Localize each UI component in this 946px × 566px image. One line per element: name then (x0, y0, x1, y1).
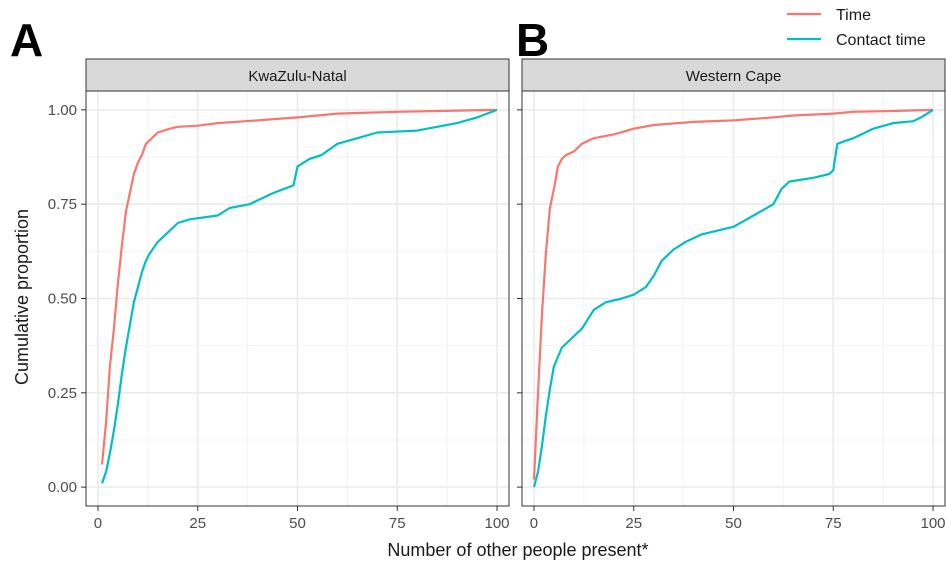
panel-letter-a: A (10, 14, 43, 66)
y-axis-title: Cumulative proportion (12, 209, 32, 385)
x-axis-title: Number of other people present* (387, 540, 648, 560)
legend-label-time: Time (836, 7, 871, 24)
x-tick-label: 100 (485, 515, 510, 532)
ticks-panel-b: 0 25 50 75 100 (517, 109, 946, 532)
series-line-contact-time (100, 108, 498, 484)
x-tick-label: 75 (825, 515, 842, 532)
strip-background (521, 58, 946, 92)
x-tick-label: 0 (94, 515, 102, 532)
legend: Time Contact time (787, 7, 926, 49)
strip-label: Western Cape (686, 68, 782, 85)
x-tick-label: 50 (289, 515, 306, 532)
grid-panel-a (86, 91, 509, 506)
panel-western-cape: Western Cape 0 25 50 75 100 (517, 58, 946, 532)
y-tick-label: 0.50 (48, 291, 77, 308)
ticks-panel-a: 0 25 50 75 100 0.00 0.25 0.50 0.75 1.00 (48, 102, 510, 532)
strip-label: KwaZulu-Natal (248, 68, 346, 85)
legend-label-contact-time: Contact time (836, 32, 926, 49)
grid-panel-b (522, 91, 945, 506)
panel-letter-b: B (516, 14, 549, 66)
x-tick-label: 25 (189, 515, 206, 532)
strip-background (85, 58, 510, 92)
series-panel-b (532, 108, 934, 488)
series-line-contact-time (532, 108, 934, 488)
x-tick-label: 75 (389, 515, 406, 532)
y-tick-label: 0.75 (48, 196, 77, 213)
panel-kwazulu-natal: KwaZulu-Natal 0 25 50 75 100 0.00 0.25 0.50 0.75… (48, 58, 510, 532)
y-tick-label: 1.00 (48, 102, 77, 119)
y-tick-label: 0.00 (48, 479, 77, 496)
x-tick-label: 25 (625, 515, 642, 532)
x-tick-label: 50 (725, 515, 742, 532)
series-line-time (532, 108, 934, 480)
series-panel-a (100, 108, 498, 484)
series-line-time (100, 108, 498, 465)
x-tick-label: 100 (921, 515, 946, 532)
x-tick-label: 0 (530, 515, 538, 532)
y-tick-label: 0.25 (48, 385, 77, 402)
